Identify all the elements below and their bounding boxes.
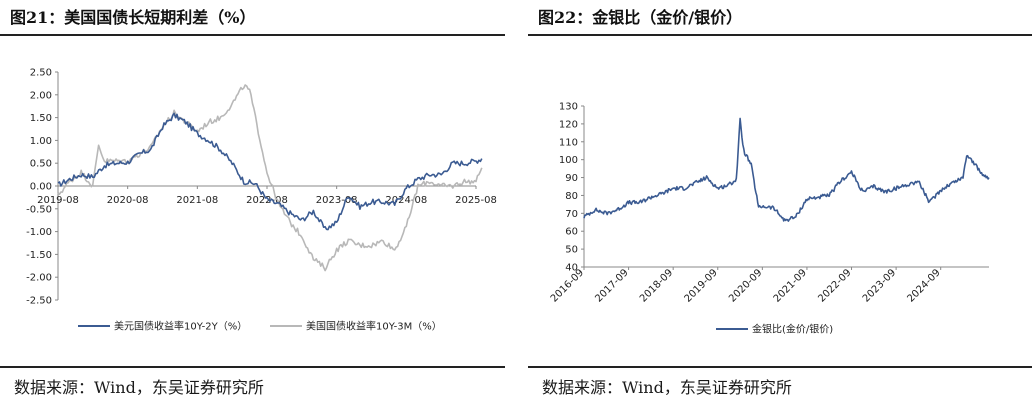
y-tick-label: 110 xyxy=(559,137,578,148)
y-tick-label: 70 xyxy=(565,209,578,220)
x-tick-label: 2021-08 xyxy=(176,195,218,206)
y-tick-label: -1.50 xyxy=(26,250,52,261)
x-tick-label: 2019-08 xyxy=(37,195,79,206)
y-tick-label: 60 xyxy=(565,227,578,238)
y-tick-label: 50 xyxy=(565,245,578,256)
y-tick-label: -0.50 xyxy=(26,204,52,215)
left-figure-title: 图21：美国国债长短期利差（%） xyxy=(10,8,256,27)
x-tick-label: 2022-09 xyxy=(816,267,853,304)
x-tick-label: 2022-08 xyxy=(246,195,288,206)
y-tick-label: 80 xyxy=(565,191,578,202)
right-figure-panel: 图22：金银比（金价/银价） 130 120 110 100 90 80 70 60 50 40 2… xyxy=(528,0,1032,402)
right-source-divider xyxy=(528,366,1032,368)
x-tick-label: 2021-09 xyxy=(772,267,809,304)
right-source-note: 数据来源：Wind，东吴证券研究所 xyxy=(542,378,792,397)
y-tick-label: 0.50 xyxy=(30,159,52,170)
series-line-0 xyxy=(583,117,990,222)
left-title-divider xyxy=(0,34,505,36)
y-tick-label: 90 xyxy=(565,173,578,184)
legend-label-0: 美元国债收益率10Y-2Y（%） xyxy=(114,320,247,333)
x-tick-label: 2023-08 xyxy=(316,195,358,206)
x-tick-label: 2024-08 xyxy=(385,195,427,206)
left-source-divider xyxy=(0,366,505,368)
y-tick-label: 120 xyxy=(559,119,578,130)
left-figure-panel: 图21：美国国债长短期利差（%） 2.50 2.00 1.50 1.00 0.50 0.0… xyxy=(0,0,505,402)
y-tick-label: 1.00 xyxy=(30,136,52,147)
left-source-note: 数据来源：Wind，东吴证券研究所 xyxy=(14,378,264,397)
y-tick-label: -2.50 xyxy=(26,296,52,307)
x-tick-label: 2018-09 xyxy=(638,267,675,304)
y-tick-label: 100 xyxy=(559,155,578,166)
y-tick-label: 130 xyxy=(559,102,578,113)
right-figure-title: 图22：金银比（金价/银价） xyxy=(538,8,743,27)
series-line-0 xyxy=(57,112,483,231)
right-title-divider xyxy=(528,34,1032,36)
x-tick-label: 2020-08 xyxy=(107,195,149,206)
y-tick-label: 2.50 xyxy=(30,68,52,79)
y-tick-label: 40 xyxy=(565,263,578,274)
x-tick-label: 2017-09 xyxy=(593,267,630,304)
y-tick-label: -2.00 xyxy=(26,273,52,284)
y-tick-label: -1.00 xyxy=(26,227,52,238)
x-tick-label: 2020-09 xyxy=(727,267,764,304)
y-tick-label: 1.50 xyxy=(30,113,52,124)
x-tick-label: 2023-09 xyxy=(861,267,898,304)
x-tick-label: 2024-09 xyxy=(905,267,942,304)
y-tick-label: 0.00 xyxy=(30,182,52,193)
legend-label-1: 美国国债收益率10Y-3M（%） xyxy=(306,320,442,333)
x-tick-label: 2019-09 xyxy=(683,267,720,304)
y-tick-label: 2.00 xyxy=(30,90,52,101)
yield-spread-chart: 2.50 2.00 1.50 1.00 0.50 0.00 -0.50 -1.00 -1.50 -… xyxy=(26,68,497,333)
x-tick-label: 2025-08 xyxy=(455,195,497,206)
legend-label-0: 金银比(金价/银价) xyxy=(752,323,833,336)
